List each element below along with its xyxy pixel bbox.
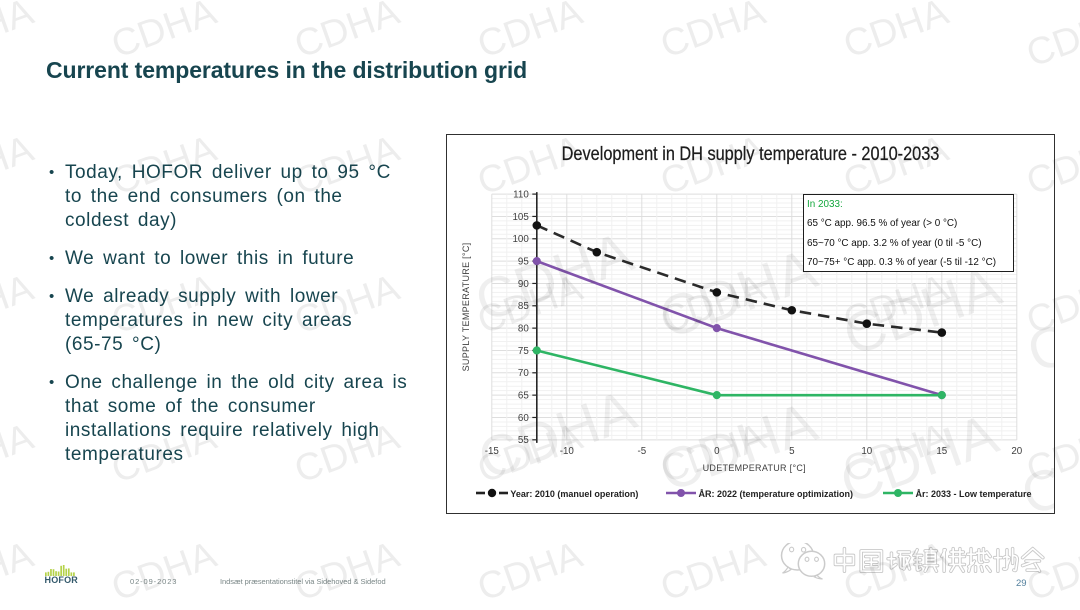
- svg-text:80: 80: [518, 324, 529, 335]
- svg-text:-5: -5: [637, 446, 646, 457]
- svg-text:75: 75: [518, 346, 529, 357]
- svg-text:-15: -15: [485, 446, 500, 457]
- svg-text:-10: -10: [560, 446, 575, 457]
- svg-text:5: 5: [789, 446, 795, 457]
- svg-text:10: 10: [861, 446, 872, 457]
- svg-text:20: 20: [1011, 446, 1022, 457]
- svg-text:105: 105: [512, 212, 529, 223]
- svg-text:100: 100: [512, 234, 529, 245]
- svg-text:UDETEMPERATUR [°C]: UDETEMPERATUR [°C]: [703, 463, 806, 473]
- svg-text:70: 70: [518, 368, 529, 379]
- svg-text:85: 85: [518, 301, 529, 312]
- svg-text:90: 90: [518, 279, 529, 290]
- svg-text:SUPPLY TEMPERATURE [°C]: SUPPLY TEMPERATURE [°C]: [461, 243, 471, 372]
- svg-text:60: 60: [518, 413, 529, 424]
- svg-text:55: 55: [518, 435, 529, 446]
- svg-text:65: 65: [518, 391, 529, 402]
- svg-text:95: 95: [518, 257, 529, 268]
- svg-text:110: 110: [513, 190, 529, 201]
- svg-text:15: 15: [936, 446, 947, 457]
- svg-text:0: 0: [714, 446, 720, 457]
